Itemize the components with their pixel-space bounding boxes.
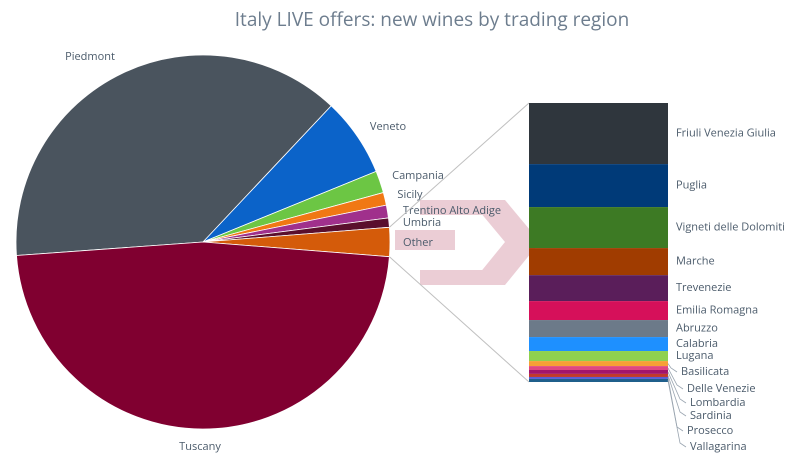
bar-segment <box>529 337 668 352</box>
bar-segment <box>529 370 668 374</box>
bar-segment <box>529 366 668 371</box>
bar-segment <box>529 301 668 321</box>
bar-segment <box>529 103 668 165</box>
bar-label: Abruzzo <box>676 321 718 336</box>
bar-label: Trevenezie <box>676 280 731 295</box>
bar-label: Marche <box>676 254 715 269</box>
connector <box>389 256 530 383</box>
leader-line <box>667 371 687 404</box>
chart-title: Italy LIVE offers: new wines by trading … <box>235 6 630 32</box>
bar-segment <box>529 361 668 367</box>
bar-segment <box>529 351 668 362</box>
pie-label: Trentino Alto Adige <box>403 203 501 218</box>
pie-label: Campania <box>392 168 444 183</box>
bar-label: Friuli Venezia Giulia <box>676 125 776 140</box>
bar-segment <box>529 164 668 208</box>
bar-label: Vallagarina <box>690 439 747 454</box>
bar-segment <box>529 376 668 379</box>
bar-label: Lugana <box>676 348 713 363</box>
bar-label: Vigneti delle Dolomiti <box>676 220 785 235</box>
pie-label: Other <box>403 235 433 250</box>
bar-label: Lombardia <box>690 395 746 410</box>
pie-label: Umbria <box>403 215 441 230</box>
bar-segment <box>529 248 668 276</box>
bar-segment <box>529 320 668 338</box>
bar-label: Delle Venezie <box>687 381 756 396</box>
bar-label: Emilia Romagna <box>676 303 758 318</box>
connector <box>389 102 530 228</box>
leader-line <box>667 367 684 390</box>
bar-segment <box>529 275 668 302</box>
bar-label: Prosecco <box>687 423 734 438</box>
bar-label: Basilicata <box>681 364 729 379</box>
leader-line <box>667 375 687 417</box>
leader-line <box>667 363 678 373</box>
bar-label: Sardinia <box>690 408 732 423</box>
leader-line <box>667 377 684 432</box>
bar-segment <box>529 373 668 377</box>
bar-segment <box>529 378 668 382</box>
bar-label: Puglia <box>676 178 707 193</box>
leader-line <box>667 380 687 448</box>
bar-label: Calabria <box>676 336 718 351</box>
background-arrow <box>395 200 540 285</box>
bar-segment <box>529 207 668 249</box>
pie-label: Veneto <box>370 119 407 134</box>
pie-label: Tuscany <box>179 439 221 454</box>
pie-label: Sicily <box>397 187 423 202</box>
pie-label: Piedmont <box>65 49 115 64</box>
pie-slice <box>16 241 390 430</box>
pie-slice <box>15 54 332 256</box>
